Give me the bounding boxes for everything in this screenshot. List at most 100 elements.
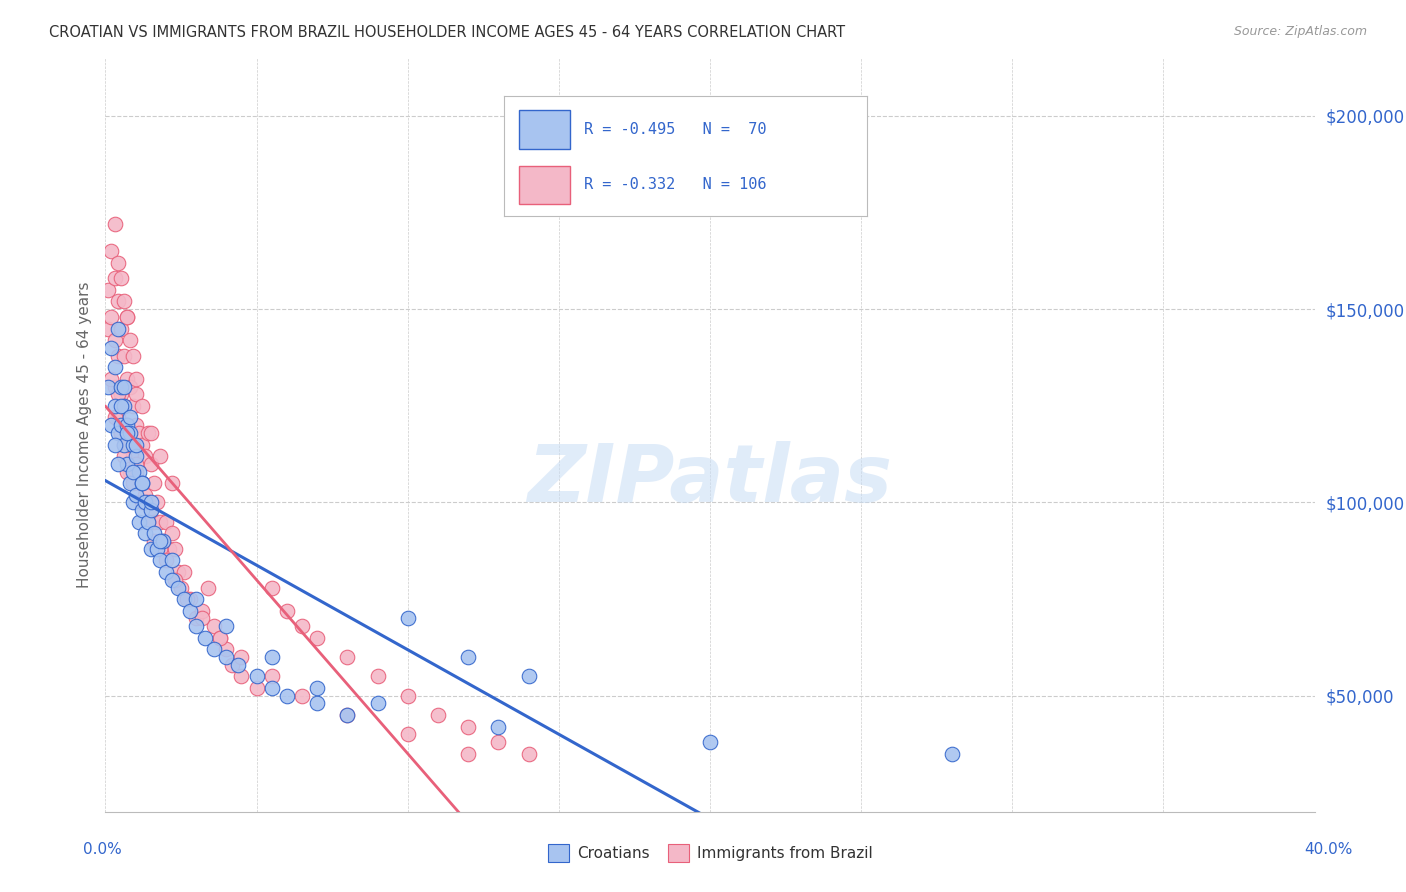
Legend: Croatians, Immigrants from Brazil: Croatians, Immigrants from Brazil	[541, 838, 879, 868]
Point	[131, 476, 153, 491]
Point	[186, 592, 208, 607]
Point	[457, 720, 479, 734]
Point	[336, 708, 359, 723]
Point	[215, 619, 238, 633]
Point	[107, 294, 129, 309]
Point	[173, 565, 195, 579]
Point	[307, 681, 329, 695]
Point	[100, 244, 122, 259]
Point	[134, 495, 156, 509]
Point	[488, 720, 510, 734]
Point	[260, 669, 283, 683]
Point	[139, 457, 162, 471]
Point	[124, 387, 148, 401]
Point	[112, 449, 135, 463]
Point	[107, 410, 129, 425]
Point	[100, 310, 122, 324]
Point	[103, 379, 125, 393]
Point	[260, 650, 283, 665]
Point	[167, 565, 190, 579]
Point	[118, 476, 141, 491]
Point	[517, 747, 540, 761]
Point	[202, 642, 225, 657]
Point	[170, 581, 193, 595]
Point	[110, 425, 132, 440]
Text: Source: ZipAtlas.com: Source: ZipAtlas.com	[1233, 25, 1367, 38]
Point	[115, 310, 138, 324]
Point	[427, 708, 450, 723]
Point	[231, 650, 253, 665]
Point	[179, 604, 201, 618]
Point	[366, 669, 388, 683]
Point	[488, 735, 510, 749]
Point	[179, 592, 201, 607]
Point	[112, 379, 135, 393]
Point	[457, 650, 479, 665]
Point	[118, 465, 141, 479]
Point	[160, 476, 183, 491]
Point	[139, 425, 162, 440]
Point	[396, 611, 419, 625]
Point	[191, 604, 214, 618]
Point	[110, 387, 132, 401]
Point	[131, 476, 153, 491]
Point	[246, 669, 269, 683]
Point	[112, 437, 135, 451]
Point	[139, 495, 162, 509]
Point	[118, 425, 141, 440]
Point	[163, 573, 186, 587]
Point	[107, 349, 129, 363]
Point	[186, 619, 208, 633]
Point	[103, 399, 125, 413]
Point	[103, 437, 125, 451]
Point	[307, 697, 329, 711]
Point	[155, 565, 177, 579]
Point	[110, 321, 132, 335]
Point	[121, 476, 143, 491]
Point	[221, 657, 243, 672]
Point	[124, 437, 148, 451]
Text: 40.0%: 40.0%	[1305, 842, 1353, 856]
Point	[457, 747, 479, 761]
Point	[152, 534, 174, 549]
Point	[100, 372, 122, 386]
Point	[191, 611, 214, 625]
Point	[149, 534, 172, 549]
Point	[118, 379, 141, 393]
Point	[336, 650, 359, 665]
Point	[149, 515, 172, 529]
Point	[291, 689, 314, 703]
Point	[136, 515, 159, 529]
Point	[186, 611, 208, 625]
Point	[118, 410, 141, 425]
Point	[112, 294, 135, 309]
Point	[118, 425, 141, 440]
Point	[110, 399, 132, 413]
Point	[131, 399, 153, 413]
Point	[160, 553, 183, 567]
Point	[149, 541, 172, 556]
Point	[121, 495, 143, 509]
Point	[131, 503, 153, 517]
Point	[112, 349, 135, 363]
Point	[112, 399, 135, 413]
Point	[103, 333, 125, 347]
Point	[115, 457, 138, 471]
Point	[157, 541, 180, 556]
Point	[97, 321, 120, 335]
Point	[307, 631, 329, 645]
Point	[139, 541, 162, 556]
Point	[134, 526, 156, 541]
Point	[128, 476, 150, 491]
Point	[115, 418, 138, 433]
Point	[276, 689, 298, 703]
Point	[103, 360, 125, 375]
Point	[107, 387, 129, 401]
Point	[149, 449, 172, 463]
Point	[142, 476, 165, 491]
Point	[121, 437, 143, 451]
Point	[118, 437, 141, 451]
Point	[121, 465, 143, 479]
Point	[124, 457, 148, 471]
Point	[276, 604, 298, 618]
